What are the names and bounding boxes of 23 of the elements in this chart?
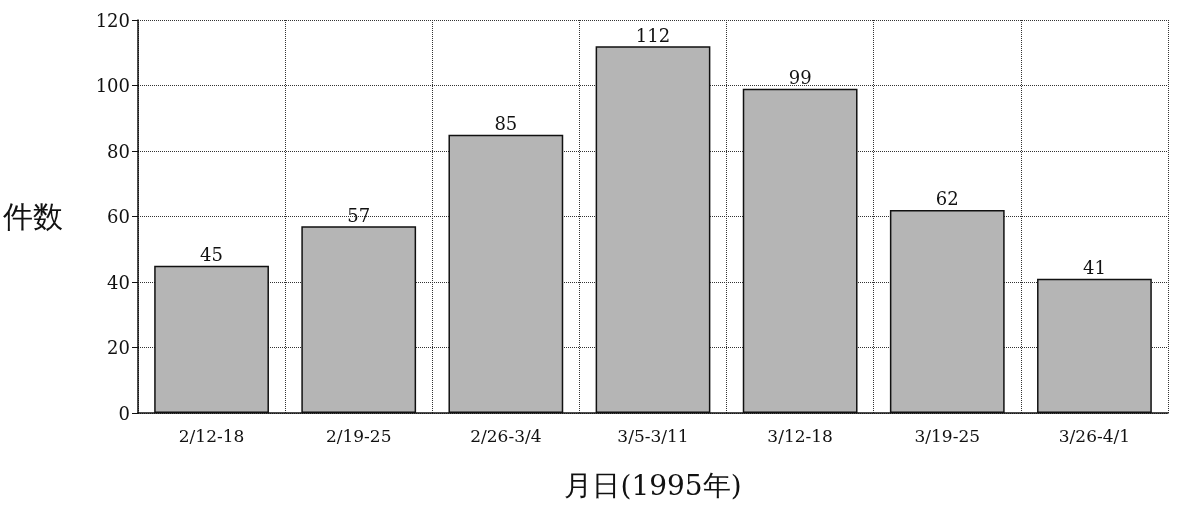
data-label: 99 [788, 67, 812, 89]
x-tick-label: 3/5-3/11 [617, 425, 689, 446]
x-tick-label: 3/12-18 [767, 425, 833, 446]
y-tick-label: 60 [107, 206, 130, 227]
y-tick-label: 40 [107, 271, 130, 293]
x-tick-label: 2/12-18 [178, 425, 245, 446]
x-tick-label: 3/19-25 [914, 425, 981, 446]
y-tick-label: 120 [95, 9, 130, 31]
y-axis-title: 件数 [3, 199, 63, 234]
data-label: 57 [347, 204, 371, 226]
data-label: 45 [200, 244, 224, 266]
x-axis-title: 月日(1995年) [564, 468, 742, 502]
y-tick-label: 80 [107, 140, 130, 162]
x-tick-label: 2/19-25 [325, 425, 392, 446]
y-tick-label: 0 [118, 402, 130, 424]
y-tick-label: 20 [107, 337, 130, 358]
data-label: 41 [1082, 257, 1106, 279]
x-tick-label: 3/26-4/1 [1058, 425, 1131, 446]
data-label: 85 [494, 113, 518, 135]
data-label: 112 [635, 24, 671, 46]
y-tick-label: 100 [95, 75, 130, 96]
data-label: 62 [935, 188, 959, 210]
x-tick-label: 2/26-3/4 [470, 425, 542, 446]
